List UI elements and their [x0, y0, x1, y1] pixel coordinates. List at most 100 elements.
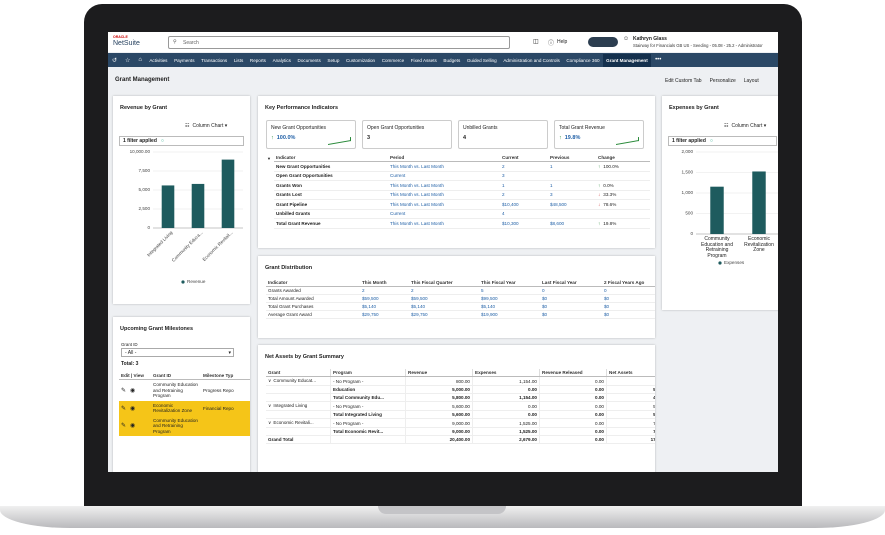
filter-box[interactable]: 1 filter applied ○	[668, 136, 777, 146]
page-action[interactable]: Layout	[743, 78, 759, 84]
search-box[interactable]: ⚲ Search	[168, 36, 510, 49]
portlet-title: Revenue by Grant	[120, 105, 168, 111]
total: Total: 3	[121, 361, 139, 367]
column-header: Revenue	[405, 369, 473, 377]
user-name[interactable]: Kathryn Glass	[633, 36, 667, 42]
nav-favorites[interactable]: ☆	[125, 57, 131, 64]
kpi-card[interactable]: Total Grant Revenue ↑ 19.8%	[554, 120, 644, 149]
edit-icon[interactable]: ✎	[121, 405, 127, 412]
nav-item[interactable]: Compliance 360	[566, 57, 600, 63]
nav-item[interactable]: Grant Management	[602, 53, 652, 67]
nav-item[interactable]: Guided Selling	[466, 57, 497, 63]
bar	[752, 171, 766, 234]
table-cell: 5	[481, 288, 484, 293]
table-cell: This Month vs. Last Month	[390, 201, 444, 207]
kpi-label: New Grant Opportunities	[271, 125, 327, 131]
column-header: This Fiscal Quarter	[409, 279, 479, 287]
nav-item[interactable]: Documents	[297, 57, 321, 63]
nav-item[interactable]: Activities	[149, 57, 168, 63]
nav-item[interactable]: Payments	[174, 57, 195, 63]
laptop-notch	[378, 506, 506, 514]
table-cell: ∨ Integrated Living	[266, 401, 331, 411]
search-placeholder: Search	[183, 40, 199, 46]
nav-home[interactable]: ⌂	[138, 57, 143, 63]
filter-icon: ○	[709, 138, 713, 144]
help-link[interactable]: Help	[557, 39, 568, 45]
edit-icon[interactable]: ✎	[121, 387, 127, 394]
table-cell: 0.00	[472, 385, 540, 394]
table-cell: 20,400.00	[405, 435, 473, 444]
table-cell: 0.00	[539, 376, 607, 386]
table-cell	[596, 171, 650, 181]
portlet-title: Grant Distribution	[265, 265, 313, 271]
nav-item[interactable]: Reports	[249, 57, 266, 63]
chart-type-dropdown[interactable]: ☷ Column Chart ▾	[185, 123, 227, 129]
filter-value: - All -	[125, 350, 137, 356]
chart-type: Column Chart	[731, 123, 763, 129]
table-row: Grants Awarded 2 2 5 0 0	[266, 287, 655, 295]
filter-select[interactable]: - All - ▾	[121, 348, 234, 357]
table-cell	[548, 209, 596, 219]
x-tick-label: Economic Revitali...	[202, 230, 234, 262]
table-cell: $0	[604, 312, 610, 317]
filter-box[interactable]: 1 filter applied ○	[119, 136, 244, 146]
table-row: ✎ ◉ Community Education and Retraining Pro…	[119, 380, 250, 401]
page-action[interactable]: Personalize	[709, 78, 736, 84]
nav-item[interactable]: Administration and Controls	[503, 57, 560, 63]
kpi-value: 4	[463, 135, 467, 141]
table-row: ✎ ◉ Economic Revitalization Zone Financial …	[119, 400, 250, 416]
y-tick-label: 2,000	[682, 149, 694, 154]
kpi-card[interactable]: New Grant Opportunities ↑ 100.0%	[266, 120, 356, 149]
logo-oracle: ORACLE	[113, 35, 128, 39]
kpi-card[interactable]: Unbilled Grants 4	[458, 120, 548, 149]
milestone-type: Progress Repo	[203, 387, 234, 393]
table-row: Total Grant Purchases $5,140 $5,140 $5,140 $…	[266, 303, 655, 311]
view-icon[interactable]: ◉	[130, 423, 136, 430]
view-icon[interactable]: ◉	[130, 387, 136, 394]
nav-item[interactable]: Lists	[233, 57, 244, 63]
nav-more[interactable]: •••	[655, 57, 662, 63]
toggle[interactable]	[588, 37, 618, 47]
nav-item[interactable]: Analytics	[272, 57, 291, 63]
nav-item[interactable]: Setup	[327, 57, 340, 63]
chart: 0 500 1,000 1,500 2,000 Expenses	[682, 149, 778, 265]
logo[interactable]: NetSuite	[113, 40, 140, 47]
nav-item[interactable]: Budgets	[443, 57, 461, 63]
nav-item[interactable]: Transactions	[201, 57, 228, 63]
table-cell: 0.00	[539, 418, 607, 428]
y-tick-label: 500	[685, 211, 693, 216]
y-tick-label: 1,000	[682, 190, 694, 195]
table-cell: $5,140	[362, 304, 377, 309]
legend-swatch	[718, 261, 722, 265]
page-action[interactable]: Edit Custom Tab	[665, 78, 702, 84]
icon-recent[interactable]: ◫	[533, 39, 539, 45]
kpi-card[interactable]: Open Grant Opportunities 3	[362, 120, 452, 149]
table-cell: 3	[550, 192, 553, 198]
caret: ▾	[228, 350, 231, 356]
table-cell: ↓ 33.3%	[598, 192, 617, 198]
table-cell: - No Program -	[330, 401, 406, 411]
table-cell: $8,600	[550, 220, 565, 226]
kpi-label: Open Grant Opportunities	[367, 125, 425, 131]
chart-type-dropdown[interactable]: ☷ Column Chart ▾	[724, 123, 766, 129]
nav-item[interactable]: Commerce	[381, 57, 405, 63]
bar	[191, 183, 205, 228]
view-icon[interactable]: ◉	[130, 405, 136, 412]
table-cell: Current	[390, 211, 406, 217]
nav-item[interactable]: Fixed Assets	[410, 57, 437, 63]
top-header: ORACLE NetSuite ⚲ Search ◫ ⓘ Help ☺ Kath…	[108, 32, 778, 52]
column-header: Last Fiscal Year	[540, 279, 602, 287]
edit-icon[interactable]: ✎	[121, 423, 127, 430]
icon-help[interactable]: ⓘ	[548, 41, 555, 47]
milestone-type	[201, 416, 250, 437]
table-cell: - No Program -	[330, 376, 406, 386]
table-cell: $5,140	[411, 304, 426, 309]
column-header: Revenue Released	[539, 369, 607, 377]
table-row: New Grant Opportunities This Month vs. La…	[274, 162, 650, 171]
nav-history[interactable]: ↺	[112, 57, 118, 64]
net-assets-portlet: Net Assets by Grant Summary Grant Program R…	[258, 345, 655, 472]
nav-item[interactable]: Customization	[345, 57, 376, 63]
table-cell: 1,154.00	[472, 393, 540, 402]
table-cell: Current	[390, 173, 406, 179]
table-cell: 1,525.00	[472, 418, 540, 428]
